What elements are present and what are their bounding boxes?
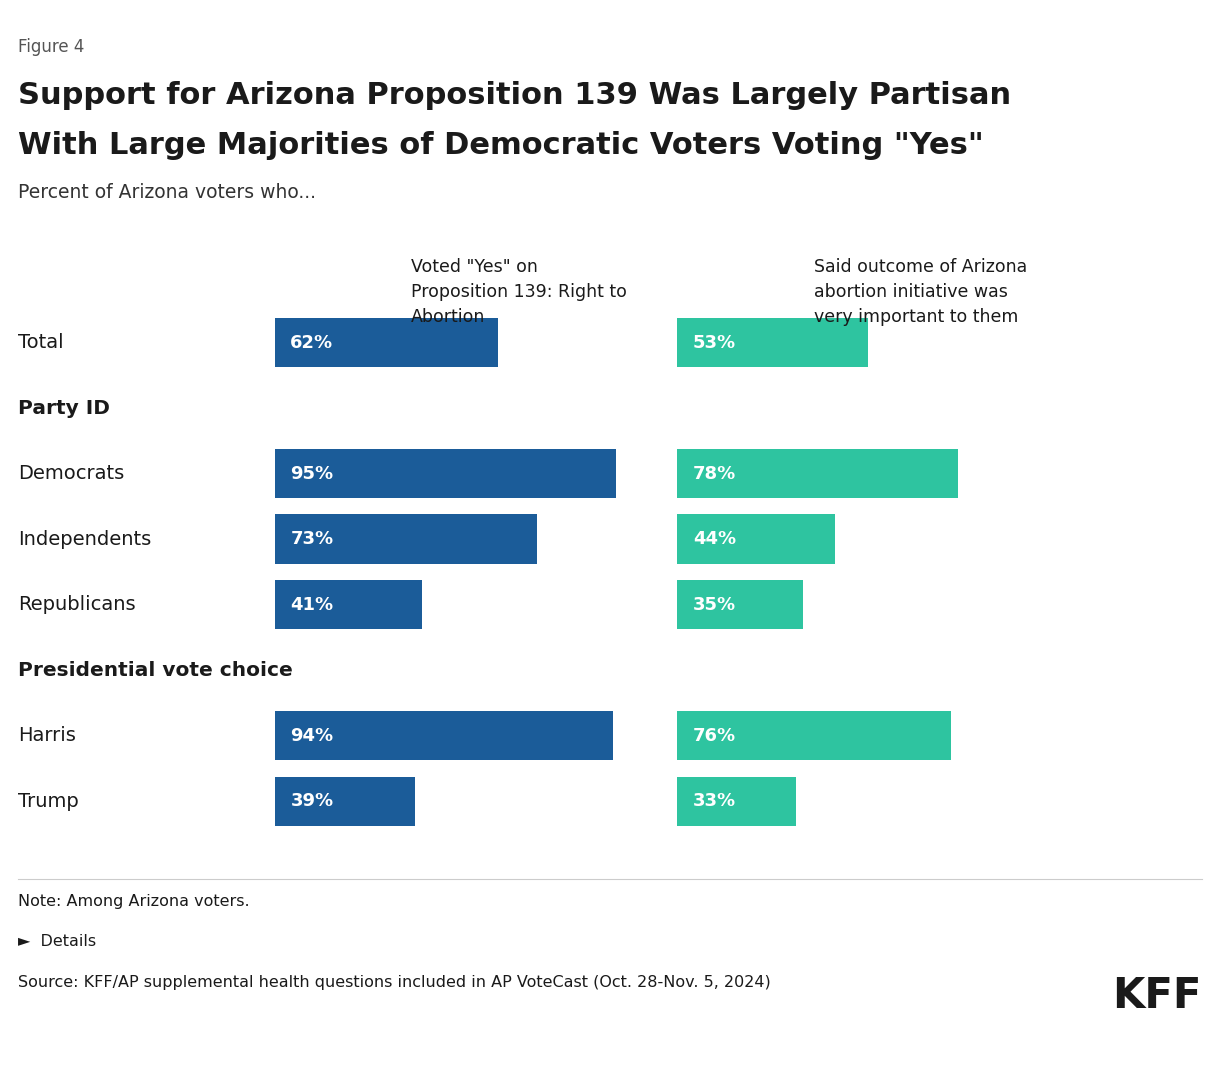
Text: Presidential vote choice: Presidential vote choice xyxy=(18,661,293,680)
Bar xyxy=(677,318,867,367)
Bar xyxy=(677,580,803,629)
Text: Voted "Yes" on
Proposition 139: Right to
Abortion: Voted "Yes" on Proposition 139: Right to… xyxy=(411,258,627,325)
Text: 53%: 53% xyxy=(693,334,736,351)
Text: 41%: 41% xyxy=(290,596,333,613)
Text: 73%: 73% xyxy=(290,531,333,548)
Text: Democrats: Democrats xyxy=(18,464,124,483)
Text: 35%: 35% xyxy=(693,596,736,613)
Bar xyxy=(274,711,612,760)
Bar xyxy=(274,514,537,564)
Text: Source: KFF/AP supplemental health questions included in AP VoteCast (Oct. 28-No: Source: KFF/AP supplemental health quest… xyxy=(18,975,771,990)
Text: Independents: Independents xyxy=(18,529,151,549)
Text: 39%: 39% xyxy=(290,793,333,810)
Bar xyxy=(677,449,958,498)
Text: Trump: Trump xyxy=(18,792,79,811)
Bar xyxy=(274,777,415,826)
Text: Party ID: Party ID xyxy=(18,398,110,418)
Text: KFF: KFF xyxy=(1113,975,1202,1017)
Text: 33%: 33% xyxy=(693,793,736,810)
Text: Said outcome of Arizona
abortion initiative was
very important to them: Said outcome of Arizona abortion initiat… xyxy=(814,258,1027,325)
Text: Note: Among Arizona voters.: Note: Among Arizona voters. xyxy=(18,894,250,909)
Bar xyxy=(677,514,836,564)
Text: Percent of Arizona voters who...: Percent of Arizona voters who... xyxy=(18,183,316,202)
Text: ►  Details: ► Details xyxy=(18,934,96,949)
Text: 62%: 62% xyxy=(290,334,333,351)
Text: 94%: 94% xyxy=(290,727,333,744)
Text: Republicans: Republicans xyxy=(18,595,135,614)
Bar xyxy=(677,711,950,760)
Text: 76%: 76% xyxy=(693,727,736,744)
Text: Total: Total xyxy=(18,333,63,352)
Bar xyxy=(274,449,616,498)
Bar xyxy=(274,318,498,367)
Text: Support for Arizona Proposition 139 Was Largely Partisan: Support for Arizona Proposition 139 Was … xyxy=(18,81,1011,110)
Text: 44%: 44% xyxy=(693,531,736,548)
Text: Harris: Harris xyxy=(18,726,76,745)
Text: 95%: 95% xyxy=(290,465,333,482)
Text: With Large Majorities of Democratic Voters Voting "Yes": With Large Majorities of Democratic Vote… xyxy=(18,131,985,160)
Text: Figure 4: Figure 4 xyxy=(18,38,84,56)
Bar xyxy=(677,777,795,826)
Bar xyxy=(274,580,422,629)
Text: 78%: 78% xyxy=(693,465,736,482)
